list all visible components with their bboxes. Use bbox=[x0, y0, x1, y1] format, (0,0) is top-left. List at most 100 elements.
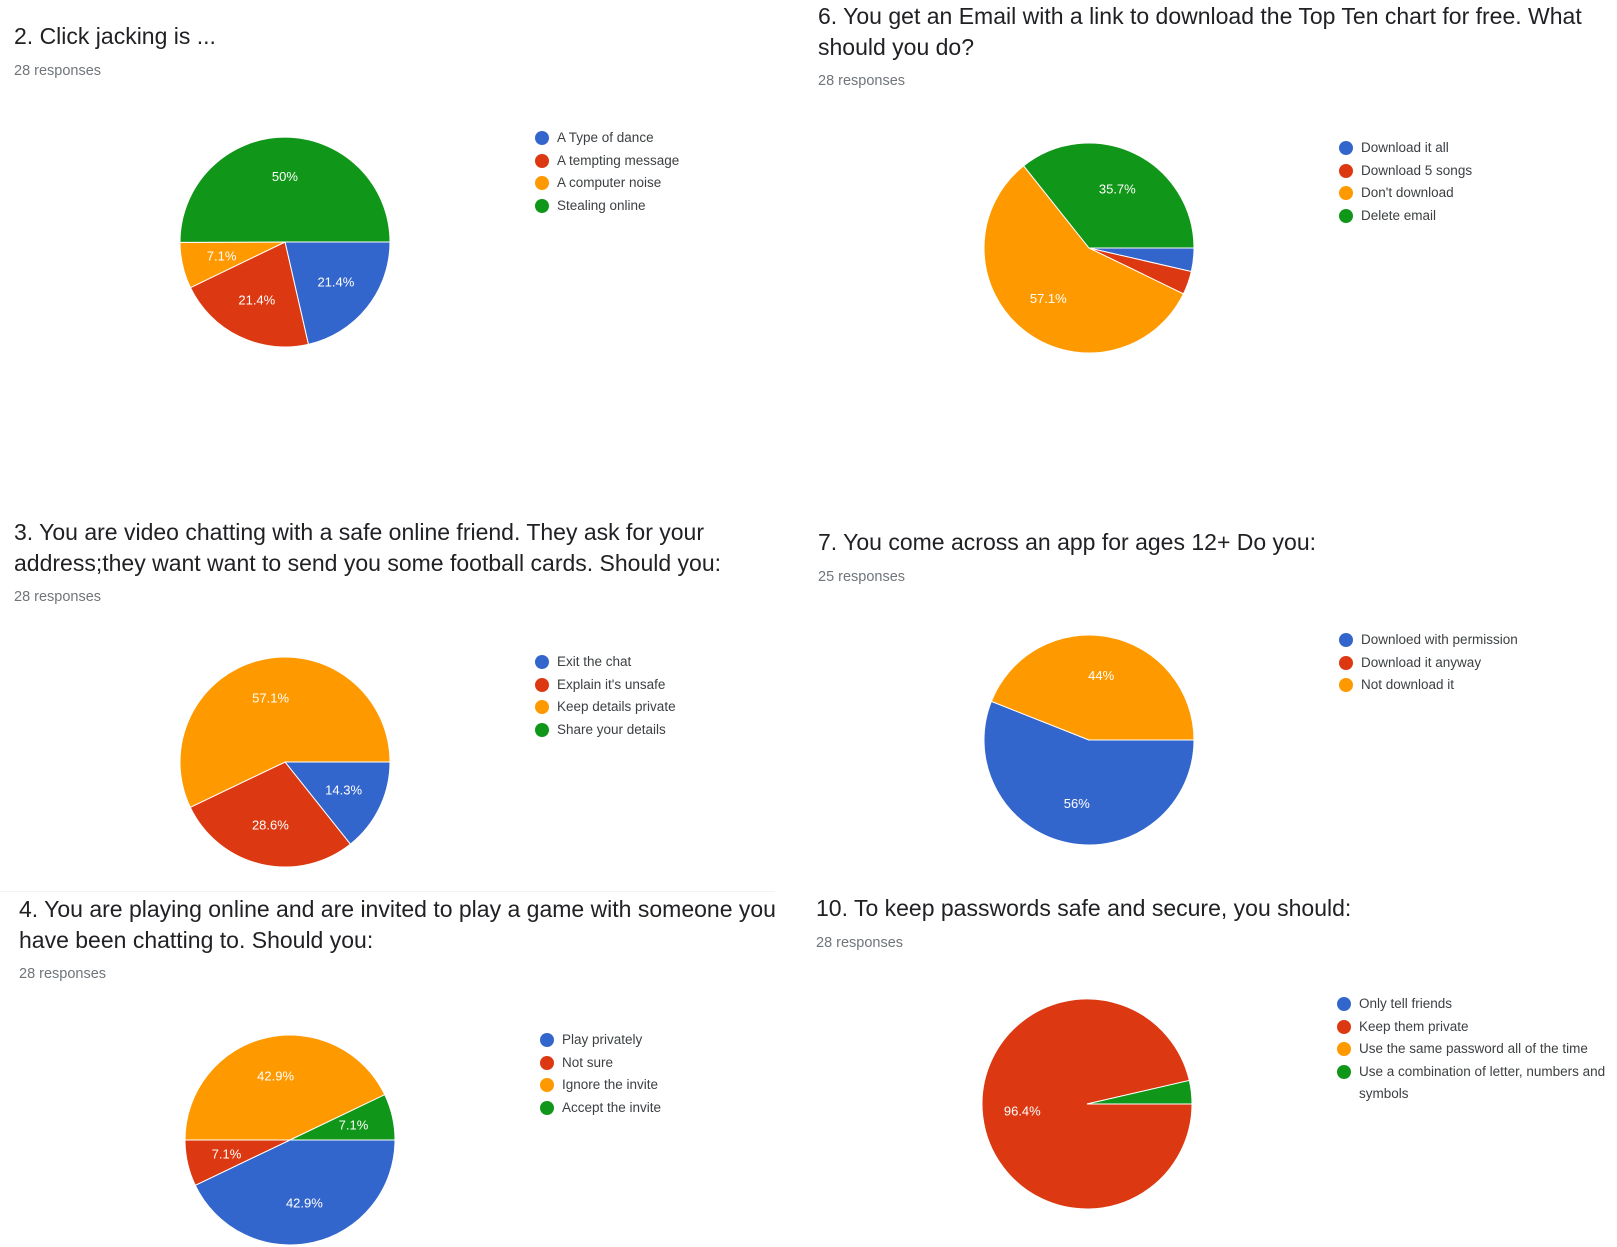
pie-slice-exit-the-chat bbox=[283, 761, 391, 845]
legend-label: Share your details bbox=[557, 721, 666, 737]
legend-item-a-computer-noise: A computer noise bbox=[535, 172, 679, 195]
legend-label: Only tell friends bbox=[1359, 996, 1453, 1011]
pie-chart: 57.1% 35.7% bbox=[983, 142, 1195, 354]
chart-title: 10. To keep passwords safe and secure, y… bbox=[816, 895, 1352, 921]
legend-swatch bbox=[1337, 1019, 1351, 1034]
pie-slice-stealing-online bbox=[179, 136, 391, 243]
chart-legend: Play privately Not sure Ignore the invite A… bbox=[540, 1029, 661, 1119]
legend-item-explain-it-s-unsafe: Explain it's unsafe bbox=[535, 674, 676, 697]
legend-item-download-it-all: Download it all bbox=[1339, 137, 1472, 160]
legend-swatch bbox=[1337, 1042, 1351, 1056]
pie-chart: 56% 44% bbox=[983, 634, 1195, 846]
legend-item-accept-the-invite: Accept the invite bbox=[540, 1097, 661, 1120]
response-count: 28 responses bbox=[14, 589, 102, 605]
legend-label: Not download it bbox=[1361, 677, 1455, 692]
pie-label-accept-the-invite: 7.1% bbox=[339, 1118, 369, 1133]
legend-item-use-a-combination-of-letter-numbers-and-symbols: Use a combination of letter, numbers and… bbox=[1337, 1061, 1607, 1106]
legend-swatch bbox=[535, 131, 549, 145]
legend-label: A Type of dance bbox=[557, 130, 654, 145]
response-count: 28 responses bbox=[19, 966, 107, 982]
legend-item-keep-them-private: Keep them private bbox=[1337, 1016, 1607, 1039]
legend-label: Stealing online bbox=[557, 197, 646, 213]
legend-item-not-sure: Not sure bbox=[540, 1052, 661, 1075]
pie-label-a-type-of-dance: 21.4% bbox=[317, 275, 354, 290]
chart-legend: Download it all Download 5 songs Don't dow… bbox=[1339, 137, 1472, 227]
chart-title: 3. You are video chatting with a safe on… bbox=[14, 519, 722, 576]
legend-item-ignore-the-invite: Ignore the invite bbox=[540, 1074, 661, 1097]
pie-chart: 21.4% 21.4% 7.1% 50% bbox=[179, 136, 391, 348]
legend-swatch bbox=[535, 722, 549, 737]
legend-label: Ignore the invite bbox=[562, 1077, 659, 1092]
legend-item-share-your-details: Share your details bbox=[535, 719, 676, 742]
pie-slice-downloed-with-permission bbox=[983, 700, 1195, 846]
chart-legend: A Type of dance A tempting message A compu… bbox=[535, 127, 679, 217]
legend-item-delete-email: Delete email bbox=[1339, 205, 1472, 228]
legend-label: Downloed with permission bbox=[1361, 632, 1518, 647]
pie-label-exit-the-chat: 14.3% bbox=[325, 782, 362, 797]
pie-slice-delete-email bbox=[1022, 142, 1195, 249]
chart-title: 4. You are playing online and are invite… bbox=[19, 896, 776, 953]
response-count: 28 responses bbox=[14, 63, 102, 79]
pie-slice-a-type-of-dance bbox=[284, 241, 391, 345]
legend-label: Download it anyway bbox=[1361, 654, 1482, 670]
legend-item-keep-details-private: Keep details private bbox=[535, 696, 676, 719]
legend-label: Accept the invite bbox=[562, 1099, 662, 1115]
chart-title: 2. Click jacking is ... bbox=[14, 23, 216, 49]
legend-swatch bbox=[1339, 141, 1353, 155]
legend-item-only-tell-friends: Only tell friends bbox=[1337, 993, 1607, 1016]
legend-swatch bbox=[1337, 997, 1351, 1011]
legend-label: Use a combination of letter, numbers and… bbox=[1359, 1063, 1606, 1102]
pie-label-a-tempting-message: 21.4% bbox=[238, 293, 275, 308]
pie-label-keep-them-private: 96.4% bbox=[1004, 1103, 1041, 1118]
chart-title: 7. You come across an app for ages 12+ D… bbox=[818, 529, 1317, 555]
legend-label: Delete email bbox=[1361, 207, 1437, 223]
legend-label: Use the same password all of the time bbox=[1359, 1041, 1588, 1056]
legend-swatch bbox=[535, 677, 549, 692]
legend-item-use-the-same-password-all-of-the-time: Use the same password all of the time bbox=[1337, 1038, 1607, 1061]
legend-label: Play privately bbox=[562, 1032, 643, 1047]
legend-item-don-t-download: Don't download bbox=[1339, 182, 1472, 205]
chart-legend: Downloed with permission Download it anyw… bbox=[1339, 629, 1518, 697]
legend-swatch bbox=[1337, 1064, 1351, 1079]
legend-swatch bbox=[535, 198, 549, 213]
legend-swatch bbox=[535, 655, 549, 669]
legend-swatch bbox=[540, 1055, 554, 1070]
response-count: 28 responses bbox=[816, 935, 904, 951]
pie-slice-don-t-download bbox=[983, 165, 1185, 354]
legend-label: Keep details private bbox=[557, 699, 676, 714]
pie-label-keep-details-private: 57.1% bbox=[252, 691, 289, 706]
legend-item-download-it-anyway: Download it anyway bbox=[1339, 652, 1518, 675]
pie-label-stealing-online: 50% bbox=[272, 169, 298, 184]
pie-label-ignore-the-invite: 42.9% bbox=[257, 1069, 294, 1084]
legend-swatch bbox=[540, 1100, 554, 1115]
legend-label: Keep them private bbox=[1359, 1018, 1469, 1034]
legend-swatch bbox=[540, 1033, 554, 1047]
section-divider bbox=[0, 891, 775, 892]
legend-swatch bbox=[1339, 163, 1353, 178]
pie-label-play-privately: 42.9% bbox=[286, 1196, 323, 1211]
chart-legend: Only tell friends Keep them private Use th… bbox=[1337, 993, 1607, 1106]
legend-item-a-tempting-message: A tempting message bbox=[535, 150, 679, 173]
legend-swatch bbox=[1339, 655, 1353, 670]
legend-swatch bbox=[540, 1078, 554, 1092]
legend-label: Download 5 songs bbox=[1361, 162, 1473, 178]
pie-label-a-computer-noise: 7.1% bbox=[207, 249, 237, 264]
legend-swatch bbox=[535, 153, 549, 168]
legend-item-not-download-it: Not download it bbox=[1339, 674, 1518, 697]
response-count: 28 responses bbox=[818, 73, 906, 89]
pie-label-not-sure: 7.1% bbox=[212, 1146, 242, 1161]
legend-label: Exit the chat bbox=[557, 654, 632, 669]
legend-swatch bbox=[1339, 208, 1353, 223]
chart-title: 6. You get an Email with a link to downl… bbox=[818, 3, 1582, 60]
pie-slice-use-a-combination-of-letter-numbers-and-symbols bbox=[1086, 1079, 1193, 1105]
legend-swatch bbox=[535, 176, 549, 190]
pie-label-don-t-download: 57.1% bbox=[1030, 291, 1067, 306]
legend-swatch bbox=[1339, 186, 1353, 200]
pie-label-downloed-with-permission: 56% bbox=[1064, 796, 1090, 811]
legend-item-play-privately: Play privately bbox=[540, 1029, 661, 1052]
legend-swatch bbox=[1339, 678, 1353, 692]
legend-label: Don't download bbox=[1361, 185, 1454, 200]
legend-label: Explain it's unsafe bbox=[557, 676, 666, 692]
legend-item-download-5-songs: Download 5 songs bbox=[1339, 160, 1472, 183]
legend-swatch bbox=[535, 700, 549, 714]
